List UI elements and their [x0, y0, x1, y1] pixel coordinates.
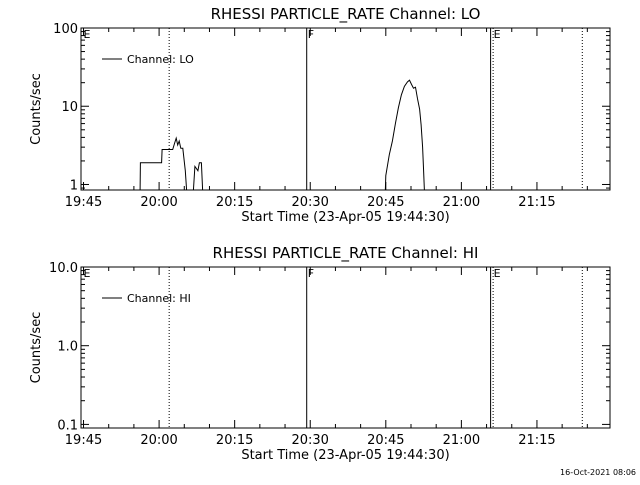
flag-label: E [494, 267, 501, 280]
panel-lo-channel: RHESSI PARTICLE_RATE Channel: LO E F E 19:45… [29, 5, 611, 225]
plot-frame [80, 27, 611, 191]
x-tick-label: 20:30 [291, 195, 328, 210]
x-tick-label: 20:15 [216, 433, 253, 448]
y-tick-label: 1 [70, 178, 78, 193]
x-tick-label: 21:15 [518, 433, 555, 448]
x-tick-label: 20:00 [140, 433, 177, 448]
x-tick-label: 20:45 [367, 195, 404, 210]
flag-label: F [308, 267, 314, 280]
x-tick-label: 20:45 [367, 433, 404, 448]
x-tick-label: 19:45 [65, 433, 102, 448]
y-tick-label: 100 [53, 22, 78, 37]
y-tick-label: 1.0 [57, 340, 78, 355]
x-tick-label: 20:15 [216, 195, 253, 210]
series-line-channel-lo [139, 79, 425, 190]
y-tick-label: 0.1 [57, 418, 78, 433]
flag-label: F [308, 28, 314, 41]
x-tick-label: 20:00 [140, 195, 177, 210]
x-tick-label: 21:00 [443, 433, 480, 448]
chart-title: RHESSI PARTICLE_RATE Channel: HI [213, 244, 479, 263]
generation-timestamp: 16-Oct-2021 08:06 [560, 468, 636, 477]
legend-label: Channel: LO [127, 53, 194, 66]
chart-title: RHESSI PARTICLE_RATE Channel: LO [211, 5, 481, 24]
y-tick-label: 10 [61, 100, 78, 115]
plot-frame [80, 266, 611, 429]
y-axis-label: Counts/sec [29, 312, 44, 384]
panel-hi-channel: RHESSI PARTICLE_RATE Channel: HI E F E 19:45… [29, 244, 611, 463]
y-tick-label: 10.0 [49, 261, 78, 276]
y-axis-label: Counts/sec [29, 73, 44, 145]
x-tick-label: 21:15 [518, 195, 555, 210]
legend-label: Channel: HI [127, 292, 191, 305]
flag-label: E [84, 267, 91, 280]
flag-label: E [84, 28, 91, 41]
flag-label: E [494, 28, 501, 41]
x-tick-label: 21:00 [443, 195, 480, 210]
x-tick-label: 20:30 [291, 433, 328, 448]
x-axis-label: Start Time (23-Apr-05 19:44:30) [241, 448, 449, 463]
x-tick-label: 19:45 [65, 195, 102, 210]
x-axis-label: Start Time (23-Apr-05 19:44:30) [241, 210, 449, 225]
